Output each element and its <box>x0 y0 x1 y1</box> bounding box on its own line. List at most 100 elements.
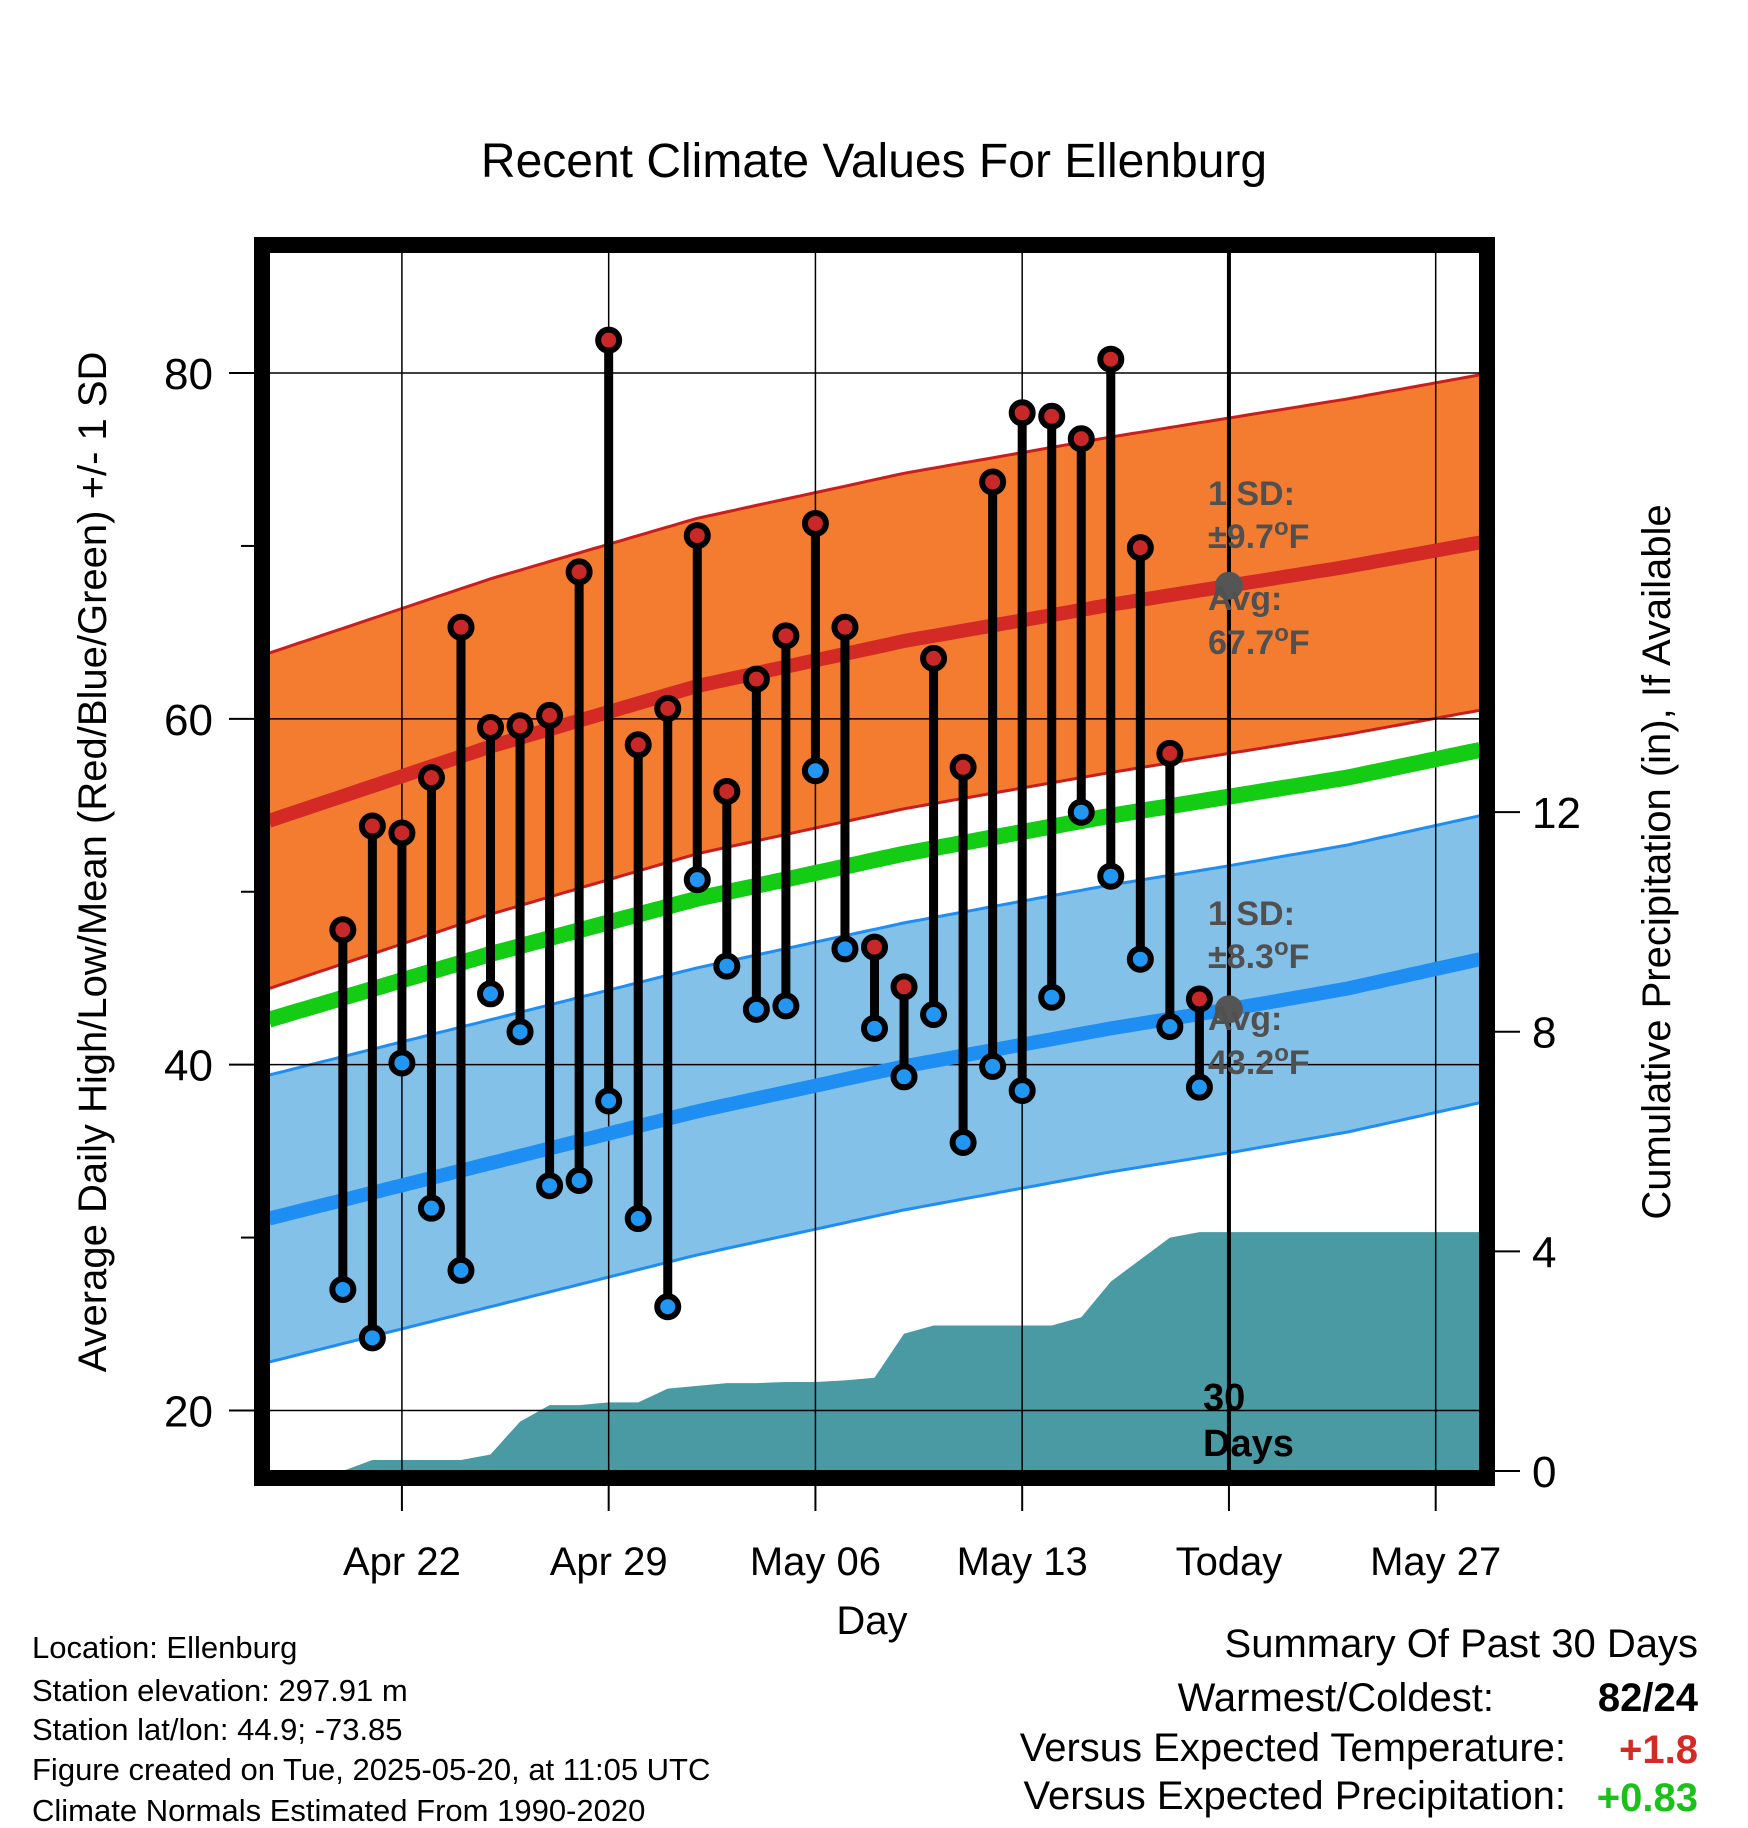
daily-low-point <box>861 1014 888 1042</box>
summary-temp-label: Versus Expected Temperature: <box>1019 1726 1566 1770</box>
y-right-tick-label: 8 <box>1532 1009 1556 1058</box>
low-band-upper-edge <box>269 814 1480 1077</box>
high-band-lower-edge <box>269 708 1480 991</box>
high-sd-label: 1 SD: <box>1208 475 1295 513</box>
daily-high-point <box>565 558 593 586</box>
daily-high-point <box>329 916 357 944</box>
x-tick-label: Today <box>1176 1540 1283 1584</box>
daily-high-point <box>949 753 977 781</box>
window-days-number: 30 <box>1203 1377 1245 1419</box>
low-normal-line <box>269 952 1480 1226</box>
y-axis-label-right: Cumulative Precipitation (in), If Availa… <box>1635 504 1679 1219</box>
low-sd-label: 1 SD: <box>1208 895 1295 933</box>
daily-low-point <box>329 1275 357 1303</box>
daily-low-point <box>890 1063 918 1091</box>
daily-high-point <box>1185 985 1213 1013</box>
daily-low-point <box>536 1172 564 1200</box>
high-avg-value: 67.7oF <box>1208 620 1310 662</box>
daily-low-point <box>654 1293 682 1321</box>
daily-low-point <box>920 1001 948 1029</box>
daily-high-point <box>890 973 918 1001</box>
daily-high-point <box>920 644 948 672</box>
daily-high-point <box>1038 402 1066 430</box>
summary-precip-value: +0.83 <box>1596 1776 1698 1820</box>
daily-high-point <box>713 777 741 805</box>
low-sd-band <box>269 815 1480 1363</box>
summary-warmest-value: 82/24 <box>1597 1676 1698 1720</box>
y-right-tick-label: 12 <box>1532 789 1581 838</box>
daily-high-point <box>1067 425 1095 453</box>
daily-high-point <box>624 731 652 759</box>
daily-high-point <box>801 509 829 537</box>
daily-high-point <box>1156 739 1184 767</box>
today-low-avg-marker <box>1214 995 1243 1024</box>
high-sd-band <box>269 374 1480 989</box>
high-sd-value: ±9.7oF <box>1208 514 1309 556</box>
plot-frame <box>254 237 1495 1486</box>
daily-low-point <box>979 1052 1007 1080</box>
summary-warmest-label: Warmest/Coldest: <box>1177 1676 1494 1720</box>
x-tick-label: Apr 22 <box>343 1540 461 1584</box>
y-right-tick-label: 4 <box>1532 1228 1556 1277</box>
daily-low-point <box>1185 1073 1213 1101</box>
daily-low-point <box>417 1194 445 1222</box>
daily-high-point <box>1008 399 1036 427</box>
daily-high-point <box>447 613 475 641</box>
daily-low-point <box>801 757 829 785</box>
y-axis-label-left: Average Daily High/Low/Mean (Red/Blue/Gr… <box>71 352 115 1373</box>
daily-low-point <box>831 935 859 963</box>
daily-high-point <box>477 713 505 741</box>
daily-low-point <box>1126 945 1154 973</box>
daily-low-point <box>683 866 711 894</box>
daily-low-point <box>624 1205 652 1233</box>
daily-low-point <box>949 1128 977 1156</box>
daily-low-point <box>1156 1013 1184 1041</box>
low-avg-value: 43.2oF <box>1208 1040 1310 1082</box>
today-high-avg-marker <box>1214 571 1243 600</box>
daily-high-point <box>861 933 888 961</box>
daily-high-point <box>536 701 564 729</box>
info-latlon: Station lat/lon: 44.9; -73.85 <box>32 1712 403 1747</box>
daily-high-point <box>742 665 770 693</box>
x-tick-label: Apr 29 <box>550 1540 668 1584</box>
daily-low-point <box>477 980 505 1008</box>
daily-low-point <box>1097 862 1125 890</box>
x-tick-label: May 06 <box>750 1540 881 1584</box>
daily-high-point <box>358 812 386 840</box>
daily-high-point <box>979 468 1007 496</box>
info-location: Location: Ellenburg <box>32 1630 298 1665</box>
high-band-upper-edge <box>269 373 1480 655</box>
daily-low-point <box>1038 983 1066 1011</box>
daily-high-point <box>595 326 623 354</box>
daily-high-point <box>654 694 682 722</box>
daily-low-point <box>565 1167 593 1195</box>
summary-title: Summary Of Past 30 Days <box>1224 1622 1698 1666</box>
low-band-lower-edge <box>269 1101 1480 1364</box>
daily-high-point <box>831 613 859 641</box>
info-normals: Climate Normals Estimated From 1990-2020 <box>32 1793 646 1828</box>
daily-low-point <box>595 1087 623 1115</box>
y-left-tick-label: 40 <box>164 1042 213 1091</box>
high-normal-line <box>269 535 1480 828</box>
daily-low-point <box>742 995 770 1023</box>
low-avg-label: Avg: <box>1208 1000 1282 1038</box>
x-axis-label: Day <box>836 1599 907 1643</box>
daily-high-point <box>388 819 416 847</box>
daily-low-point <box>358 1324 386 1352</box>
daily-high-point <box>1126 534 1154 562</box>
daily-low-point <box>713 952 741 980</box>
y-right-tick-label: 0 <box>1532 1448 1556 1497</box>
y-left-tick-label: 60 <box>164 696 213 745</box>
info-created: Figure created on Tue, 2025-05-20, at 11… <box>32 1752 711 1787</box>
low-sd-value: ±8.3oF <box>1208 934 1309 976</box>
x-tick-label: May 27 <box>1370 1540 1501 1584</box>
daily-low-point <box>1008 1077 1036 1105</box>
daily-high-point <box>506 712 534 740</box>
y-left-tick-label: 80 <box>164 350 213 399</box>
summary-precip-label: Versus Expected Precipitation: <box>1023 1774 1566 1818</box>
daily-low-point <box>506 1018 534 1046</box>
mean-normal-line <box>269 742 1480 1028</box>
